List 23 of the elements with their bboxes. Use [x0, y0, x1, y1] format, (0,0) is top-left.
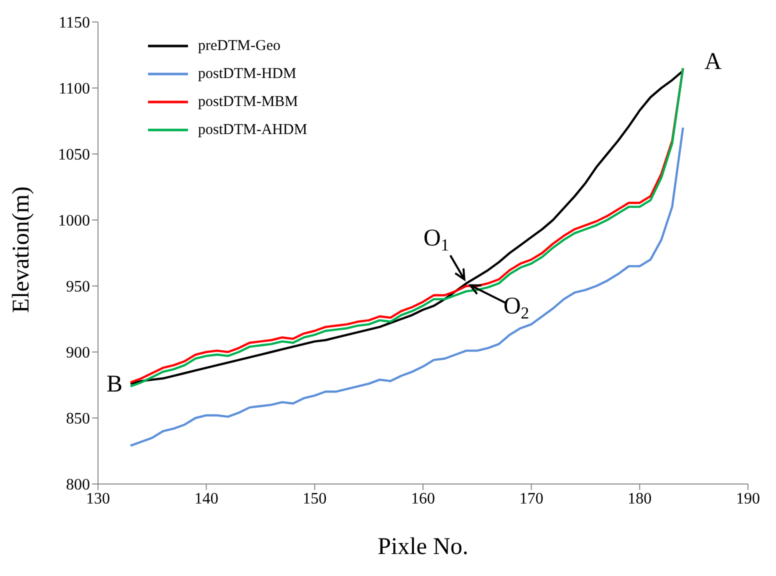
annotation: B	[106, 372, 123, 398]
x-tick-label: 190	[736, 490, 760, 508]
y-tick-label: 1100	[58, 80, 90, 98]
legend-label: postDTM-AHDM	[198, 121, 308, 140]
y-axis-title: Elevation(m)	[8, 186, 35, 313]
y-tick-label: 950	[66, 278, 90, 296]
annotation: O$_{1}$	[423, 225, 450, 254]
x-tick-label: 140	[194, 490, 218, 508]
legend-label: preDTM-Geo	[198, 37, 280, 56]
y-tick-label: 850	[66, 410, 90, 428]
x-tick-label: 160	[411, 490, 435, 508]
y-tick-label: 900	[66, 344, 90, 362]
annotation: O$_{2}$	[503, 293, 530, 322]
x-tick-label: 150	[302, 490, 327, 508]
annotation: A	[704, 48, 722, 75]
legend-label: postDTM-HDM	[198, 65, 296, 84]
x-axis-title: Pixle No.	[378, 534, 468, 560]
x-tick-label: 180	[628, 490, 652, 508]
x-tick-label: 170	[519, 490, 544, 508]
legend-label: postDTM-MBM	[198, 93, 298, 112]
y-tick-label: 1000	[58, 212, 90, 230]
y-tick-label: 1150	[58, 14, 90, 32]
y-tick-label: 1050	[58, 146, 90, 164]
